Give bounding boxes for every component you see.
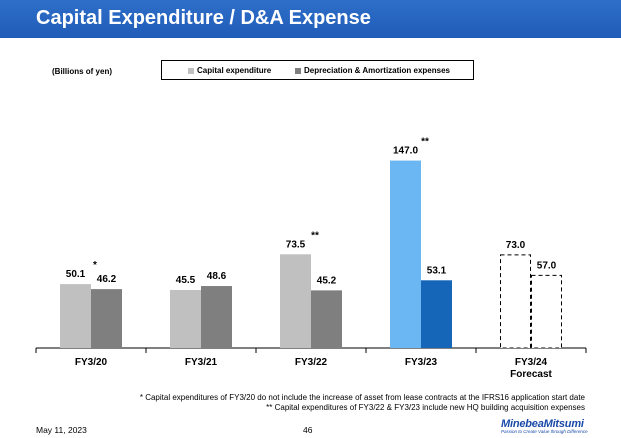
category-label-1: FY3/21: [185, 357, 218, 368]
page-number: 46: [303, 425, 313, 435]
category-label-0: FY3/20: [75, 357, 108, 368]
da-bar-0: [91, 289, 122, 348]
da-value-label-4: 57.0: [537, 260, 557, 271]
capex-bar-2: [280, 254, 311, 348]
unit-label: (Billions of yen): [52, 67, 112, 76]
capex-annotation-3: **: [421, 137, 429, 148]
company-logo: MinebeaMitsumi Passion to Create Value t…: [501, 418, 611, 436]
legend-label-da: Depreciation & Amortization expenses: [304, 66, 450, 75]
capex-annotation-0: *: [93, 260, 97, 271]
category-label-2: FY3/22: [295, 357, 328, 368]
capex-value-label-4: 73.0: [506, 240, 526, 251]
capex-value-label-0: 50.1: [66, 269, 86, 280]
capex-value-label-1: 45.5: [176, 275, 196, 286]
capex-bar-4: [500, 254, 531, 349]
category-label-4: FY3/24: [515, 357, 548, 368]
footnote-2: ** Capital expenditures of FY3/22 & FY3/…: [266, 403, 585, 412]
capex-bar-0: [60, 284, 91, 348]
footer-date: May 11, 2023: [36, 425, 87, 435]
footnote-1: * Capital expenditures of FY3/20 do not …: [139, 393, 585, 402]
page-title: Capital Expenditure / D&A Expense: [36, 7, 371, 29]
category-sublabel-4: Forecast: [510, 369, 552, 380]
legend-label-capex: Capital expenditure: [197, 66, 272, 75]
capex-bar-3: [390, 160, 421, 348]
da-value-label-3: 53.1: [427, 265, 447, 276]
capex-bar-1: [170, 289, 201, 348]
logo-name: MinebeaMitsumi: [501, 418, 584, 430]
da-value-label-1: 48.6: [207, 271, 227, 282]
da-bar-1: [201, 286, 232, 348]
title-bar: Capital Expenditure / D&A Expense: [0, 0, 621, 38]
capex-annotation-2: **: [311, 230, 319, 241]
chart-legend: Capital expenditure Depreciation & Amort…: [161, 60, 474, 80]
capex-value-label-3: 147.0: [393, 146, 418, 157]
logo-tagline: Passion to Create Value through Differen…: [501, 429, 588, 434]
legend-item-capex: Capital expenditure: [188, 66, 271, 75]
da-bar-3: [421, 280, 452, 348]
da-bar-4: [531, 274, 562, 349]
da-value-label-2: 45.2: [317, 275, 337, 286]
category-label-3: FY3/23: [405, 357, 438, 368]
capex-value-label-2: 73.5: [286, 239, 306, 250]
legend-swatch-capex: [188, 67, 194, 74]
legend-item-da: Depreciation & Amortization expenses: [295, 66, 450, 75]
legend-swatch-da: [295, 67, 301, 74]
da-value-label-0: 46.2: [97, 274, 117, 285]
da-bar-2: [311, 290, 342, 348]
